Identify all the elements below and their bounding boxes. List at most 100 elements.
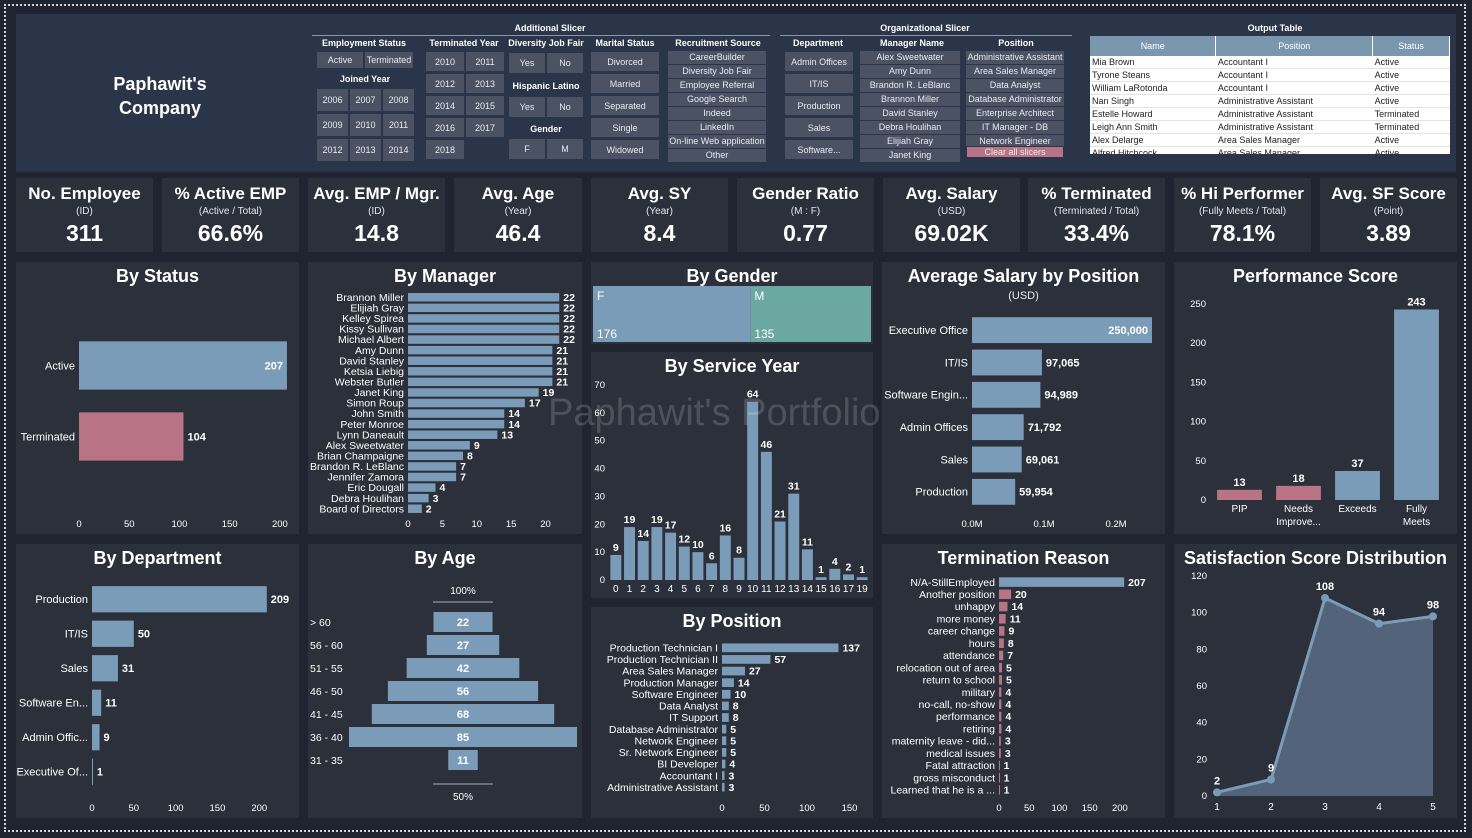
bar[interactable]	[722, 782, 725, 792]
slicer-recruitment-option[interactable]: LinkedIn	[668, 121, 766, 135]
slicer-recruitment-option[interactable]: CareerBuilder	[668, 51, 766, 65]
slicer-recruitment-option[interactable]: Other	[668, 149, 766, 163]
slicer-recruitment-option[interactable]: Employee Referral	[668, 79, 766, 93]
bar[interactable]	[408, 504, 422, 513]
bar[interactable]	[408, 493, 429, 503]
slicer-marital-option[interactable]: Single	[590, 117, 660, 138]
bar[interactable]	[999, 699, 1002, 710]
bar[interactable]	[999, 748, 1001, 758]
bar[interactable]	[722, 771, 725, 780]
table-row[interactable]: William LaRotonda Accountant I Active	[1090, 81, 1450, 95]
slicer-gender-m[interactable]: M	[546, 138, 584, 160]
slicer-hispanic-no[interactable]: No	[546, 96, 584, 118]
slicer-manager-option[interactable]: Elijiah Gray	[860, 135, 960, 149]
bar[interactable]	[408, 367, 553, 376]
slicer-department-option[interactable]: Admin Offices	[784, 51, 854, 72]
slicer-hispanic-yes[interactable]: Yes	[508, 96, 546, 118]
bar[interactable]	[999, 638, 1004, 648]
slicer-manager-option[interactable]: Debra Houlihan	[860, 121, 960, 135]
slicer-terminated-year-option[interactable]: 2016	[425, 117, 465, 138]
bar[interactable]	[408, 377, 553, 387]
slicer-status-active[interactable]: Active	[316, 51, 364, 69]
bar[interactable]	[972, 414, 1024, 441]
slicer-manager-option[interactable]: David Stanley	[860, 107, 960, 121]
data-point[interactable]	[1321, 594, 1329, 602]
bar[interactable]	[722, 724, 727, 734]
slicer-gender-f[interactable]: F	[508, 138, 546, 160]
bar[interactable]	[92, 655, 118, 682]
bar[interactable]	[733, 557, 745, 580]
slicer-department-option[interactable]: Production	[784, 95, 854, 116]
clear-all-slicers-button[interactable]: Clear all slicers	[966, 146, 1064, 158]
bar[interactable]	[408, 483, 436, 492]
bar[interactable]	[999, 785, 1000, 795]
bar[interactable]	[722, 747, 727, 757]
bar[interactable]	[972, 349, 1042, 376]
slicer-joined-year-option[interactable]: 2008	[382, 88, 415, 112]
bar[interactable]	[406, 658, 520, 678]
bar[interactable]	[747, 401, 759, 580]
bar[interactable]	[408, 345, 553, 355]
slicer-joined-year-option[interactable]: 2010	[349, 113, 382, 137]
slicer-joined-year-option[interactable]: 2007	[349, 88, 382, 112]
slicer-position-option[interactable]: Administrative Assistant	[966, 51, 1064, 65]
table-row[interactable]: Leigh Ann Smith Administrative Assistant T…	[1090, 120, 1450, 134]
bar[interactable]	[408, 451, 463, 461]
bar[interactable]	[408, 356, 553, 365]
slicer-terminated-year-option[interactable]: 2010	[425, 51, 465, 72]
slicer-recruitment-option[interactable]: Diversity Job Fair	[668, 65, 766, 79]
bar[interactable]	[999, 724, 1002, 734]
slicer-manager-option[interactable]: Amy Dunn	[860, 65, 960, 79]
bar[interactable]	[1394, 309, 1439, 500]
slicer-joined-year-option[interactable]: 2006	[316, 88, 349, 112]
slicer-position-option[interactable]: Area Sales Manager	[966, 65, 1064, 79]
gender-segment[interactable]	[593, 286, 751, 342]
bar[interactable]	[692, 552, 704, 580]
slicer-department-option[interactable]: Sales	[784, 117, 854, 138]
slicer-manager-option[interactable]: Brannon Miller	[860, 93, 960, 107]
bar[interactable]	[999, 626, 1005, 636]
bar[interactable]	[788, 493, 800, 580]
bar[interactable]	[1335, 470, 1380, 500]
gender-segment[interactable]	[750, 286, 871, 342]
table-row[interactable]: Mia Brown Accountant I Active	[1090, 56, 1450, 69]
bar[interactable]	[972, 478, 1016, 505]
slicer-position-option[interactable]: Enterprise Architect	[966, 107, 1064, 121]
table-row[interactable]: Nan Singh Administrative Assistant Active	[1090, 94, 1450, 108]
slicer-diversity-yes[interactable]: Yes	[508, 52, 546, 74]
slicer-manager-option[interactable]: Brandon R. LeBlanc	[860, 79, 960, 93]
bar[interactable]	[1276, 485, 1321, 500]
slicer-marital-option[interactable]: Separated	[590, 95, 660, 116]
bar[interactable]	[972, 317, 1152, 344]
bar[interactable]	[408, 430, 498, 439]
bar[interactable]	[856, 577, 868, 580]
slicer-joined-year-option[interactable]: 2013	[349, 138, 382, 162]
bar[interactable]	[722, 736, 727, 746]
bar[interactable]	[408, 324, 560, 334]
bar[interactable]	[79, 412, 184, 461]
bar[interactable]	[999, 614, 1006, 624]
slicer-joined-year-option[interactable]: 2014	[382, 138, 415, 162]
bar[interactable]	[387, 681, 539, 701]
bar[interactable]	[408, 314, 560, 323]
data-point[interactable]	[1267, 775, 1275, 784]
slicer-status-terminated[interactable]: Terminated	[364, 51, 414, 69]
slicer-terminated-year-option[interactable]: 2013	[465, 73, 505, 94]
bar[interactable]	[999, 736, 1001, 746]
slicer-recruitment-option[interactable]: Indeed	[668, 107, 766, 121]
bar[interactable]	[408, 462, 457, 471]
slicer-diversity-no[interactable]: No	[546, 52, 584, 74]
bar[interactable]	[448, 750, 478, 770]
bar[interactable]	[999, 662, 1003, 673]
slicer-terminated-year-option[interactable]: 2015	[465, 95, 505, 116]
slicer-terminated-year-option[interactable]: 2014	[425, 95, 465, 116]
bar[interactable]	[999, 760, 1000, 771]
data-point[interactable]	[1429, 612, 1437, 621]
bar[interactable]	[722, 689, 731, 699]
bar[interactable]	[92, 586, 267, 613]
bar[interactable]	[408, 472, 457, 482]
bar[interactable]	[408, 441, 470, 450]
slicer-marital-option[interactable]: Widowed	[590, 139, 660, 160]
bar[interactable]	[999, 601, 1008, 612]
bar[interactable]	[92, 724, 100, 751]
